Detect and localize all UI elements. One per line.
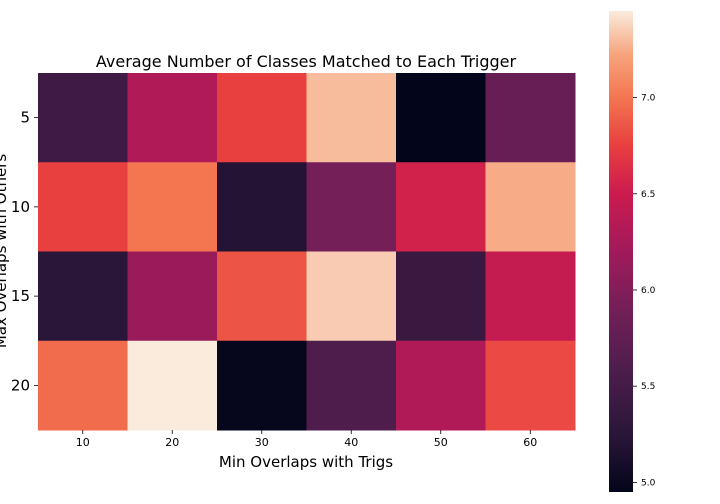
x-axis-label: Min Overlaps with Trigs [219,453,393,471]
heatmap-cell-r3-c0 [38,340,128,431]
heatmap-cell-r2-c1 [127,251,218,342]
y-axis-ticks: 5 10 15 20 [11,109,38,394]
heatmap-cell-r3-c4 [396,340,486,431]
heatmap-cell-r1-c2 [217,162,307,252]
y-tick-label: 5 [20,109,30,127]
colorbar-ticks: 5.0 5.5 6.0 6.5 7.0 [633,94,656,488]
x-tick-label: 30 [255,436,269,449]
heatmap-cell-r2-c5 [485,251,576,342]
y-tick-label: 15 [11,287,30,305]
colorbar: 5.0 5.5 6.0 6.5 7.0 [609,11,656,492]
heatmap-cell-r3-c5 [485,340,576,431]
colorbar-tick-label: 5.5 [641,382,655,392]
heatmap-cell-r2-c4 [396,251,486,342]
heatmap-cell-r3-c3 [306,340,397,431]
heatmap-cell-r2-c3 [306,251,397,342]
x-tick-label: 20 [165,436,179,449]
heatmap-cell-r2-c0 [38,251,128,342]
x-tick-label: 50 [434,436,448,449]
y-tick-label: 20 [11,376,30,394]
heatmap-cell-r1-c3 [306,162,397,252]
heatmap-cells [38,73,576,431]
heatmap-cell-r0-c5 [485,73,576,163]
heatmap-cell-r3-c1 [127,340,218,431]
colorbar-gradient [609,11,633,492]
y-tick-label: 10 [11,198,30,216]
x-tick-label: 40 [344,436,358,449]
heatmap-cell-r2-c2 [217,251,307,342]
x-axis-ticks: 10 20 30 40 50 60 [76,430,537,449]
heatmap-cell-r0-c0 [38,73,128,163]
heatmap-cell-r3-c2 [217,340,307,431]
colorbar-tick-label: 6.0 [641,286,656,296]
heatmap-cell-r0-c3 [306,73,397,163]
x-tick-label: 60 [523,436,537,449]
x-tick-label: 10 [76,436,90,449]
colorbar-tick-label: 6.5 [641,190,655,200]
heatmap-cell-r0-c2 [217,73,307,163]
heatmap-cell-r1-c1 [127,162,218,252]
y-axis-label: Max Overlaps with Others [0,154,10,349]
heatmap-cell-r0-c1 [127,73,218,163]
colorbar-tick-label: 5.0 [641,478,656,488]
chart-title: Average Number of Classes Matched to Eac… [96,52,517,71]
heatmap-cell-r1-c4 [396,162,486,252]
colorbar-tick-label: 7.0 [641,94,656,104]
heatmap-cell-r1-c5 [485,162,576,252]
heatmap-cell-r1-c0 [38,162,128,252]
heatmap-cell-r0-c4 [396,73,486,163]
